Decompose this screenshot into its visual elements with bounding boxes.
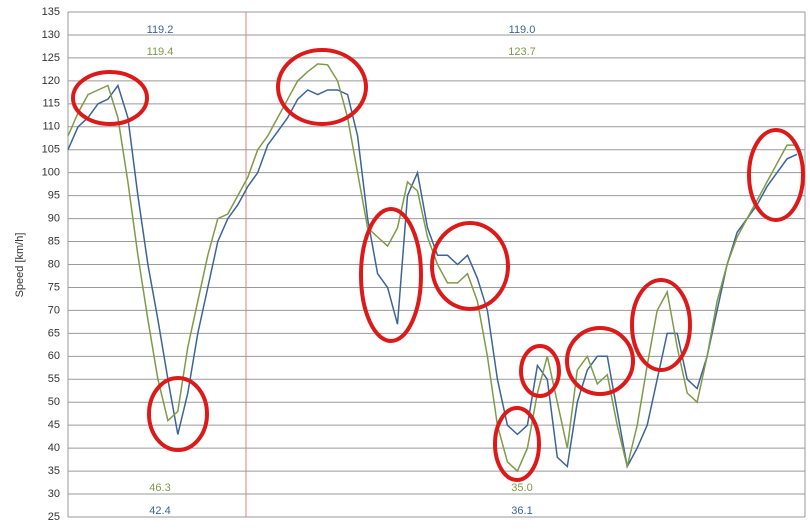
y-tick-label: 105	[42, 144, 60, 156]
y-tick-label: 35	[48, 465, 60, 477]
highlight-circle	[71, 70, 149, 126]
y-tick-label: 25	[48, 511, 60, 523]
y-tick-label: 85	[48, 235, 60, 247]
highlight-circle	[430, 221, 510, 311]
y-tick-label: 65	[48, 327, 60, 339]
highlight-circle	[565, 326, 635, 396]
y-tick-label: 80	[48, 258, 60, 270]
y-tick-label: 75	[48, 281, 60, 293]
highlight-circle	[493, 406, 541, 482]
y-tick-label: 95	[48, 190, 60, 202]
y-tick-label: 115	[42, 98, 60, 110]
y-tick-label: 60	[48, 350, 60, 362]
annotation: 35.0	[511, 482, 532, 494]
highlight-circle	[276, 48, 368, 126]
y-tick-label: 90	[48, 212, 60, 224]
annotation: 119.0	[509, 24, 536, 36]
y-tick-label: 70	[48, 304, 60, 316]
y-tick-label: 135	[42, 6, 60, 18]
y-axis-label: Speed [km/h]	[14, 233, 26, 298]
y-tick-label: 100	[42, 167, 60, 179]
y-tick-label: 130	[42, 29, 60, 41]
annotation: 42.4	[149, 505, 170, 517]
annotation: 46.3	[149, 482, 170, 494]
annotation: 119.2	[147, 24, 174, 36]
annotation: 119.4	[147, 46, 174, 58]
y-tick-label: 125	[42, 52, 60, 64]
annotation: 123.7	[508, 46, 536, 58]
y-tick-label: 50	[48, 396, 60, 408]
y-tick-label: 110	[42, 121, 60, 133]
annotation: 36.1	[511, 505, 532, 517]
y-tick-label: 55	[48, 373, 60, 385]
highlight-circle	[747, 128, 805, 222]
highlight-circle	[519, 344, 561, 398]
highlight-circle	[359, 207, 423, 343]
y-tick-label: 30	[48, 488, 60, 500]
highlight-circle	[147, 376, 209, 452]
highlight-circle	[630, 278, 692, 372]
y-tick-label: 120	[42, 75, 60, 87]
y-tick-label: 45	[48, 419, 60, 431]
y-tick-label: 40	[48, 442, 60, 454]
